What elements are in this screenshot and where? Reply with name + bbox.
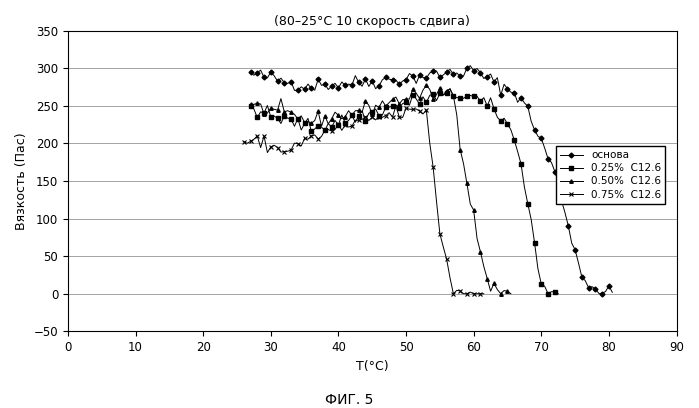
0.50%  C12.6 — [358, 110, 366, 115]
0.25%  C12.6 — [493, 115, 502, 120]
0.75%  C12.6 — [321, 128, 329, 133]
0.25%  C12.6 — [490, 106, 498, 111]
0.75%  C12.6 — [449, 291, 458, 296]
0.25%  C12.6 — [429, 91, 438, 96]
основа — [304, 82, 312, 86]
0.25%  C12.6 — [554, 291, 563, 296]
Y-axis label: Вязкость (Пас): Вязкость (Пас) — [15, 132, 28, 230]
0.50%  C12.6 — [264, 111, 272, 115]
0.50%  C12.6 — [290, 112, 298, 117]
0.25%  C12.6 — [496, 119, 505, 124]
0.25%  C12.6 — [544, 291, 552, 296]
0.50%  C12.6 — [246, 102, 254, 107]
0.50%  C12.6 — [435, 85, 444, 90]
основа — [568, 241, 576, 246]
Text: ФИГ. 5: ФИГ. 5 — [325, 393, 374, 407]
0.75%  C12.6 — [375, 114, 383, 119]
0.75%  C12.6 — [466, 290, 475, 295]
0.50%  C12.6 — [331, 110, 339, 115]
0.50%  C12.6 — [378, 98, 387, 103]
0.25%  C12.6 — [476, 99, 484, 104]
основа — [537, 136, 545, 141]
0.50%  C12.6 — [422, 83, 431, 88]
0.50%  C12.6 — [507, 291, 515, 296]
0.75%  C12.6 — [395, 115, 403, 120]
0.25%  C12.6 — [507, 127, 515, 132]
X-axis label: T(°C): T(°C) — [356, 359, 389, 373]
0.75%  C12.6 — [480, 291, 488, 296]
Legend: основа, 0.25%  C12.6, 0.50%  C12.6, 0.75%  C12.6: основа, 0.25% C12.6, 0.50% C12.6, 0.75% … — [556, 146, 665, 204]
основа — [284, 81, 292, 86]
основа — [415, 73, 424, 78]
основа — [466, 63, 475, 68]
0.25%  C12.6 — [446, 86, 454, 91]
0.75%  C12.6 — [405, 107, 414, 112]
0.50%  C12.6 — [496, 291, 505, 296]
основа — [608, 290, 617, 295]
Line: 0.50%  C12.6: 0.50% C12.6 — [249, 84, 512, 295]
основа — [561, 210, 569, 215]
основа — [246, 70, 254, 75]
0.75%  C12.6 — [391, 103, 400, 108]
Title: (80–25°C 10 скорость сдвига): (80–25°C 10 скорость сдвига) — [274, 15, 470, 28]
основа — [598, 291, 606, 296]
Line: 0.25%  C12.6: 0.25% C12.6 — [249, 87, 560, 295]
0.75%  C12.6 — [273, 145, 282, 150]
Line: основа: основа — [249, 64, 614, 295]
0.25%  C12.6 — [246, 104, 254, 109]
0.75%  C12.6 — [240, 139, 248, 144]
Line: 0.75%  C12.6: 0.75% C12.6 — [241, 103, 487, 296]
